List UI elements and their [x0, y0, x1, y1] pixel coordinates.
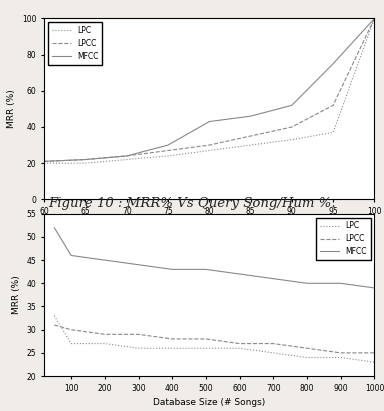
LPC — [338, 355, 343, 360]
Line: LPCC: LPCC — [54, 325, 374, 353]
LPC — [136, 346, 141, 351]
LPC — [207, 148, 212, 153]
LPCC — [69, 327, 73, 332]
Text: Figure 10 : MRR% Vs Query Song/Hum %.: Figure 10 : MRR% Vs Query Song/Hum %. — [48, 197, 336, 210]
LPC — [204, 346, 208, 351]
Line: LPC: LPC — [44, 18, 374, 163]
MFCC — [83, 157, 88, 162]
LPCC — [52, 323, 56, 328]
Line: LPCC: LPCC — [44, 18, 374, 162]
LPC — [372, 16, 377, 21]
LPCC — [290, 125, 294, 129]
LPC — [248, 143, 253, 148]
LPC — [271, 351, 276, 356]
Y-axis label: MRR (%): MRR (%) — [12, 275, 21, 314]
LPCC — [237, 341, 242, 346]
X-axis label: Song (%): Song (%) — [189, 222, 230, 231]
LPC — [103, 341, 107, 346]
Legend: LPC, LPCC, MFCC: LPC, LPCC, MFCC — [316, 217, 371, 260]
LPCC — [136, 332, 141, 337]
MFCC — [166, 143, 170, 148]
LPC — [290, 137, 294, 142]
LPC — [166, 153, 170, 158]
MFCC — [204, 267, 208, 272]
Legend: LPC, LPCC, MFCC: LPC, LPCC, MFCC — [48, 22, 102, 65]
LPC — [42, 161, 46, 166]
LPC — [124, 157, 129, 162]
MFCC — [290, 103, 294, 108]
MFCC — [103, 258, 107, 263]
Line: MFCC: MFCC — [44, 18, 374, 162]
LPC — [170, 346, 174, 351]
MFCC — [42, 159, 46, 164]
LPC — [83, 161, 88, 166]
LPCC — [271, 341, 276, 346]
LPCC — [83, 157, 88, 162]
LPC — [237, 346, 242, 351]
MFCC — [338, 281, 343, 286]
MFCC — [372, 16, 377, 21]
LPCC — [170, 337, 174, 342]
LPCC — [42, 159, 46, 164]
MFCC — [237, 272, 242, 277]
MFCC — [207, 119, 212, 124]
LPCC — [204, 337, 208, 342]
MFCC — [136, 262, 141, 267]
MFCC — [52, 225, 56, 230]
LPCC — [372, 351, 377, 356]
X-axis label: Database Size (# Songs): Database Size (# Songs) — [153, 398, 265, 407]
MFCC — [271, 276, 276, 281]
MFCC — [248, 114, 253, 119]
LPC — [305, 355, 309, 360]
LPC — [331, 130, 335, 135]
MFCC — [170, 267, 174, 272]
LPCC — [207, 143, 212, 148]
LPCC — [372, 16, 377, 21]
LPCC — [124, 153, 129, 158]
MFCC — [372, 286, 377, 291]
Line: MFCC: MFCC — [54, 228, 374, 288]
LPC — [372, 360, 377, 365]
LPCC — [166, 148, 170, 153]
LPCC — [305, 346, 309, 351]
MFCC — [305, 281, 309, 286]
LPCC — [103, 332, 107, 337]
LPCC — [248, 134, 253, 139]
Y-axis label: MRR (%): MRR (%) — [7, 90, 17, 128]
MFCC — [331, 61, 335, 66]
Line: LPC: LPC — [54, 316, 374, 362]
MFCC — [124, 153, 129, 158]
LPCC — [331, 103, 335, 108]
MFCC — [69, 253, 73, 258]
LPC — [52, 313, 56, 318]
LPC — [69, 341, 73, 346]
LPCC — [338, 351, 343, 356]
